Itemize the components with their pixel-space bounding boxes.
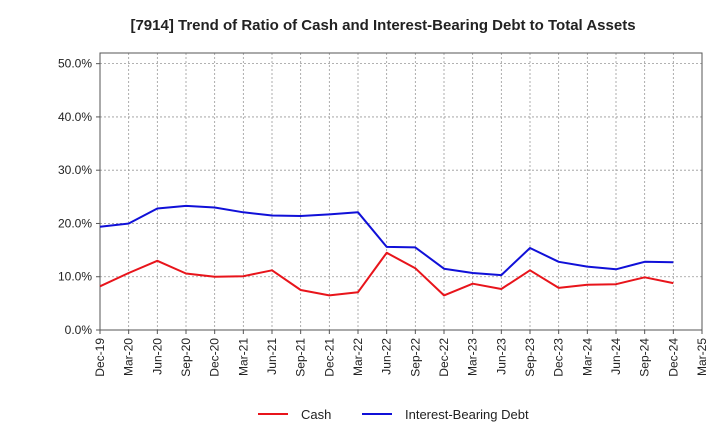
x-tick-label: Jun-24 bbox=[609, 338, 623, 375]
x-tick-label: Jun-22 bbox=[380, 338, 394, 375]
x-tick-label: Mar-21 bbox=[236, 338, 250, 376]
x-tick-label: Dec-22 bbox=[437, 338, 451, 377]
x-tick-label: Mar-20 bbox=[122, 338, 136, 376]
plot-border bbox=[99, 52, 703, 331]
y-tick-label: 40.0% bbox=[58, 110, 92, 124]
legend: Cash Interest-Bearing Debt bbox=[258, 407, 529, 422]
legend-label: Cash bbox=[301, 407, 331, 422]
series-line-cash bbox=[99, 251, 674, 297]
x-tick-label: Jun-23 bbox=[494, 338, 508, 375]
x-tick-label: Sep-24 bbox=[638, 338, 652, 377]
y-tick-label: 20.0% bbox=[58, 216, 92, 230]
series bbox=[99, 204, 674, 297]
x-tick-label: Jun-20 bbox=[150, 338, 164, 375]
plot-area bbox=[100, 53, 702, 330]
x-tick-label: Dec-23 bbox=[552, 338, 566, 377]
x-tick-label: Sep-22 bbox=[408, 338, 422, 377]
y-tick-label: 0.0% bbox=[65, 323, 93, 337]
x-tick-label: Mar-25 bbox=[695, 338, 709, 376]
x-tick-label: Sep-21 bbox=[294, 338, 308, 377]
x-tick-label: Mar-22 bbox=[351, 338, 365, 376]
x-tick-label: Dec-21 bbox=[322, 338, 336, 377]
x-tick-label: Dec-19 bbox=[93, 338, 107, 377]
legend-label: Interest-Bearing Debt bbox=[405, 407, 529, 422]
axes: 0.0% 10.0% 20.0% 30.0% 40.0% 50.0% Dec-19 Mar-2… bbox=[58, 52, 709, 377]
x-tick-label: Sep-23 bbox=[523, 338, 537, 377]
x-tick-label: Jun-21 bbox=[265, 338, 279, 375]
x-tick-label: Dec-24 bbox=[666, 338, 680, 377]
chart-title: [7914] Trend of Ratio of Cash and Intere… bbox=[130, 17, 635, 34]
y-tick-label: 50.0% bbox=[58, 57, 92, 71]
series-line-interest-bearing-debt bbox=[99, 204, 674, 277]
x-tick-label: Sep-20 bbox=[179, 338, 193, 377]
grid bbox=[99, 53, 703, 331]
x-tick-label: Dec-20 bbox=[208, 338, 222, 377]
y-tick-label: 30.0% bbox=[58, 163, 92, 177]
x-tick-label: Mar-24 bbox=[580, 338, 594, 376]
x-tick-label: Mar-23 bbox=[466, 338, 480, 376]
y-tick-label: 10.0% bbox=[58, 270, 92, 284]
